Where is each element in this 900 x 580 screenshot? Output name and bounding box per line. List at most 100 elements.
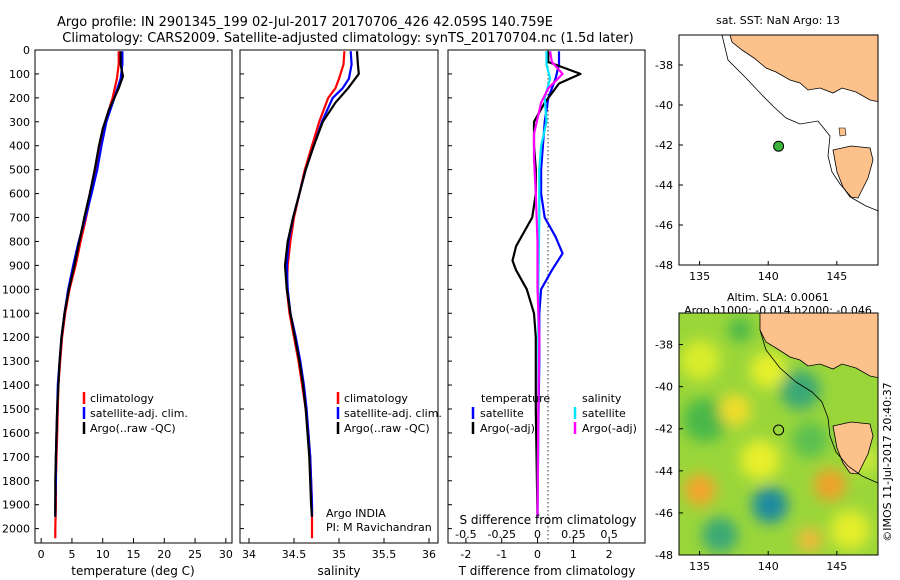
temperature-x-axis: 0 5 10 15 20 25 30 <box>38 538 233 561</box>
x-tick-label: 1 <box>570 548 577 561</box>
map-y-tick-label: -42 <box>655 139 673 152</box>
salinity-legend: climatology satellite-adj. clim. Argo(..… <box>336 392 442 435</box>
x-tick-label: 0 <box>38 548 45 561</box>
figure-title-line2: Climatology: CARS2009. Satellite-adjuste… <box>62 31 634 46</box>
x-tick-label: 34 <box>242 548 256 561</box>
map-x-tick-label: 140 <box>758 560 779 573</box>
x2-tick-label: 0.25 <box>561 528 586 541</box>
map-y-tick-label: -40 <box>655 99 673 112</box>
sla-contour <box>759 329 878 484</box>
y-tick-label: 1800 <box>2 475 30 488</box>
y-tick-label: 1500 <box>2 403 30 416</box>
difference-series <box>511 51 582 517</box>
y-tick-label: 1900 <box>2 499 30 512</box>
legend-s-satellite: satellite <box>582 407 626 420</box>
legend-t-satellite: satellite <box>480 407 524 420</box>
x-tick-label: 30 <box>219 548 233 561</box>
salinity-x-label: salinity <box>317 564 360 578</box>
pi-label: PI: M Ravichandran <box>326 521 432 534</box>
sst-map-panel: sat. SST: NaN Argo: 13 -38 -40 -42 -44 -46 -4… <box>655 14 879 283</box>
map-x-tick-label: 145 <box>826 270 847 283</box>
imos-credit: ©IMOS 11-Jul-2017 20:40:37 <box>881 382 894 542</box>
x2-tick-label: -0.25 <box>487 528 515 541</box>
series-line-temperature-2 <box>54 51 125 517</box>
series-line-temperature-1 <box>54 51 124 517</box>
series-line-difference-0 <box>536 51 564 517</box>
series-line-salinity-0 <box>285 51 346 539</box>
y-tick-label: 500 <box>9 164 30 177</box>
sla-mainland <box>759 313 878 379</box>
y-tick-label: 1000 <box>2 283 30 296</box>
king-island-shape <box>838 127 847 137</box>
temperature-panel: 0100200300400500600700800900100011001200… <box>2 44 452 578</box>
legend-t-argo: Argo(-adj) <box>480 422 535 435</box>
tasmania-shape <box>832 145 874 199</box>
bathymetry-contour <box>721 35 878 212</box>
x-tick-label: 20 <box>157 548 171 561</box>
y-tick-label: 1400 <box>2 379 30 392</box>
x2-tick-label: 0 <box>534 528 541 541</box>
y-tick-label: 1300 <box>2 355 30 368</box>
s-diff-label: S difference from climatology <box>460 513 637 527</box>
map-y-tick-label: -38 <box>655 59 673 72</box>
argo-india-label: Argo INDIA <box>326 507 386 520</box>
map-y-tick-label: -38 <box>655 339 673 352</box>
x-tick-label: 35 <box>332 548 346 561</box>
sla-map-axes <box>678 312 879 556</box>
y-tick-label: 1700 <box>2 451 30 464</box>
x-tick-label: 10 <box>96 548 110 561</box>
legend-salinity-heading: salinity <box>582 392 622 405</box>
temperature-legend: climatology satellite-adj. clim. Argo(..… <box>82 392 188 435</box>
y-tick-label: 300 <box>9 116 30 129</box>
x-tick-label: 0 <box>534 548 541 561</box>
map-x-tick-label: 145 <box>826 560 847 573</box>
x-tick-label: 25 <box>188 548 202 561</box>
t-diff-label: T difference from climatology <box>458 564 636 578</box>
x-tick-label: 5 <box>68 548 75 561</box>
sla-map-panel: Altim. SLA: 0.0061 Argo h1000: -0.014 h2… <box>655 291 879 573</box>
map-x-tick-label: 135 <box>689 270 710 283</box>
salinity-x-axis: 34 34.5 35 35.5 36 <box>242 538 436 561</box>
map-y-tick-label: -46 <box>655 219 673 232</box>
temperature-x-label: temperature (deg C) <box>71 564 194 578</box>
figure-title-line1: Argo profile: IN 2901345_199 02-Jul-2017… <box>57 15 553 30</box>
argo-location-marker <box>773 140 785 152</box>
temperature-axes <box>34 49 233 544</box>
salinity-series <box>283 51 360 539</box>
y-tick-label: 400 <box>9 140 30 153</box>
x-tick-label: -1 <box>496 548 507 561</box>
salinity-axes <box>239 49 439 544</box>
x-tick-label: -2 <box>460 548 471 561</box>
map-y-tick-label: -48 <box>655 259 673 272</box>
y-tick-label: 200 <box>9 92 30 105</box>
legend-s-argo: Argo(-adj) <box>582 422 637 435</box>
series-line-difference-3 <box>532 51 564 517</box>
difference-axes <box>447 49 646 544</box>
map-y-tick-label: -48 <box>655 549 673 562</box>
x-tick-label: 36 <box>422 548 436 561</box>
map-x-tick-label: 140 <box>758 270 779 283</box>
map-y-tick-label: -40 <box>655 381 673 394</box>
x-tick-label: 34.5 <box>282 548 307 561</box>
x2-tick-label: -0.5 <box>455 528 476 541</box>
legend-climatology: climatology <box>90 392 154 405</box>
y-tick-label: 0 <box>23 44 30 57</box>
legend-temperature-heading: temperature <box>481 392 550 405</box>
sst-map-title: sat. SST: NaN Argo: 13 <box>716 14 840 27</box>
legend-climatology: climatology <box>344 392 408 405</box>
sst-map-axis-ticks: -38 -40 -42 -44 -46 -48 135 140 145 <box>655 59 847 283</box>
x2-tick-label: 0.5 <box>600 528 618 541</box>
mainland-shape <box>729 35 878 103</box>
difference-legend: temperature satellite Argo(-adj) salinit… <box>471 392 637 435</box>
series-line-salinity-2 <box>283 51 360 517</box>
depth-axis: 0 100 200 300 400 500 600 700 800 900 1000 1100 1200… <box>2 44 452 536</box>
difference-x-axis: -2 -1 0 1 2 -0.5 -0.25 0 0.25 0.5 <box>455 528 618 561</box>
map-y-tick-label: -46 <box>655 507 673 520</box>
y-tick-label: 100 <box>9 68 30 81</box>
y-tick-label: 800 <box>9 235 30 248</box>
legend-satellite: satellite-adj. clim. <box>344 407 442 420</box>
y-tick-label: 600 <box>9 188 30 201</box>
map-x-tick-label: 135 <box>689 560 710 573</box>
series-line-temperature-0 <box>54 51 120 539</box>
y-tick-label: 2000 <box>2 523 30 536</box>
